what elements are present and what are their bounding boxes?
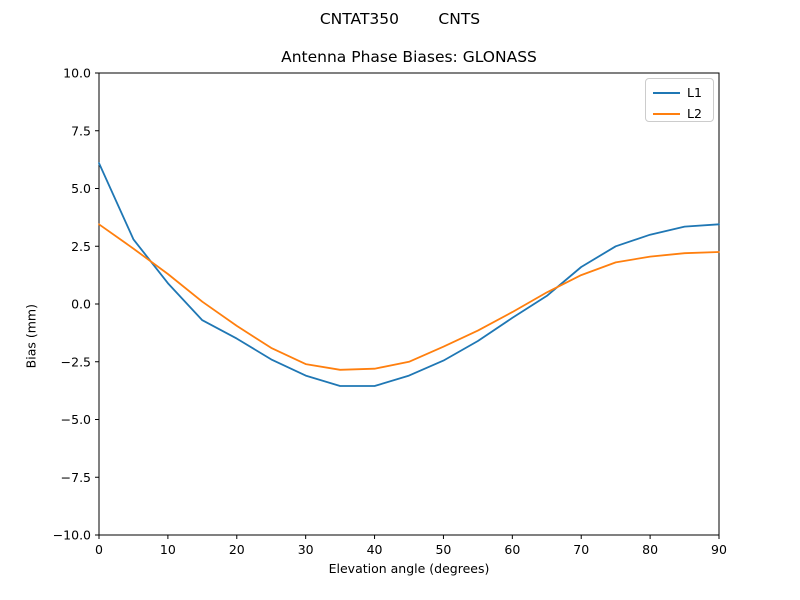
y-tick-label: −2.5 xyxy=(61,354,91,369)
chart-title: Antenna Phase Biases: GLONASS xyxy=(281,48,537,66)
x-tick-label: 60 xyxy=(504,542,520,557)
x-tick-label: 70 xyxy=(573,542,589,557)
legend-line-swatch-l2 xyxy=(653,112,680,115)
x-tick-label: 90 xyxy=(711,542,727,557)
y-tick-label: −7.5 xyxy=(61,470,91,485)
legend-item-l2: L2 xyxy=(646,105,713,122)
x-tick-label: 10 xyxy=(160,542,176,557)
x-tick-label: 80 xyxy=(642,542,658,557)
x-tick-label: 30 xyxy=(298,542,314,557)
figure-suptitle: CNTAT350 CNTS xyxy=(319,10,481,28)
legend: L1 L2 xyxy=(645,78,714,122)
x-tick-label: 0 xyxy=(95,542,103,557)
x-tick-label: 40 xyxy=(367,542,383,557)
legend-line-swatch-l1 xyxy=(653,91,680,94)
y-tick-label: 2.5 xyxy=(71,239,91,254)
axes-frame xyxy=(98,72,720,536)
legend-item-l1: L1 xyxy=(646,84,713,101)
legend-label-l2: L2 xyxy=(687,106,702,121)
y-tick-label: 10.0 xyxy=(63,66,91,81)
y-tick-label: −5.0 xyxy=(61,412,91,427)
x-tick-label: 20 xyxy=(229,542,245,557)
y-tick-label: 5.0 xyxy=(71,181,91,196)
y-tick-label: 7.5 xyxy=(71,123,91,138)
y-tick-label: 0.0 xyxy=(71,297,91,312)
y-tick-label: −10.0 xyxy=(53,528,91,543)
x-tick-label: 50 xyxy=(435,542,451,557)
legend-label-l1: L1 xyxy=(687,85,702,100)
series-line-l1 xyxy=(98,162,720,387)
series-line-l2 xyxy=(98,223,720,371)
x-axis-label: Elevation angle (degrees) xyxy=(328,561,490,576)
